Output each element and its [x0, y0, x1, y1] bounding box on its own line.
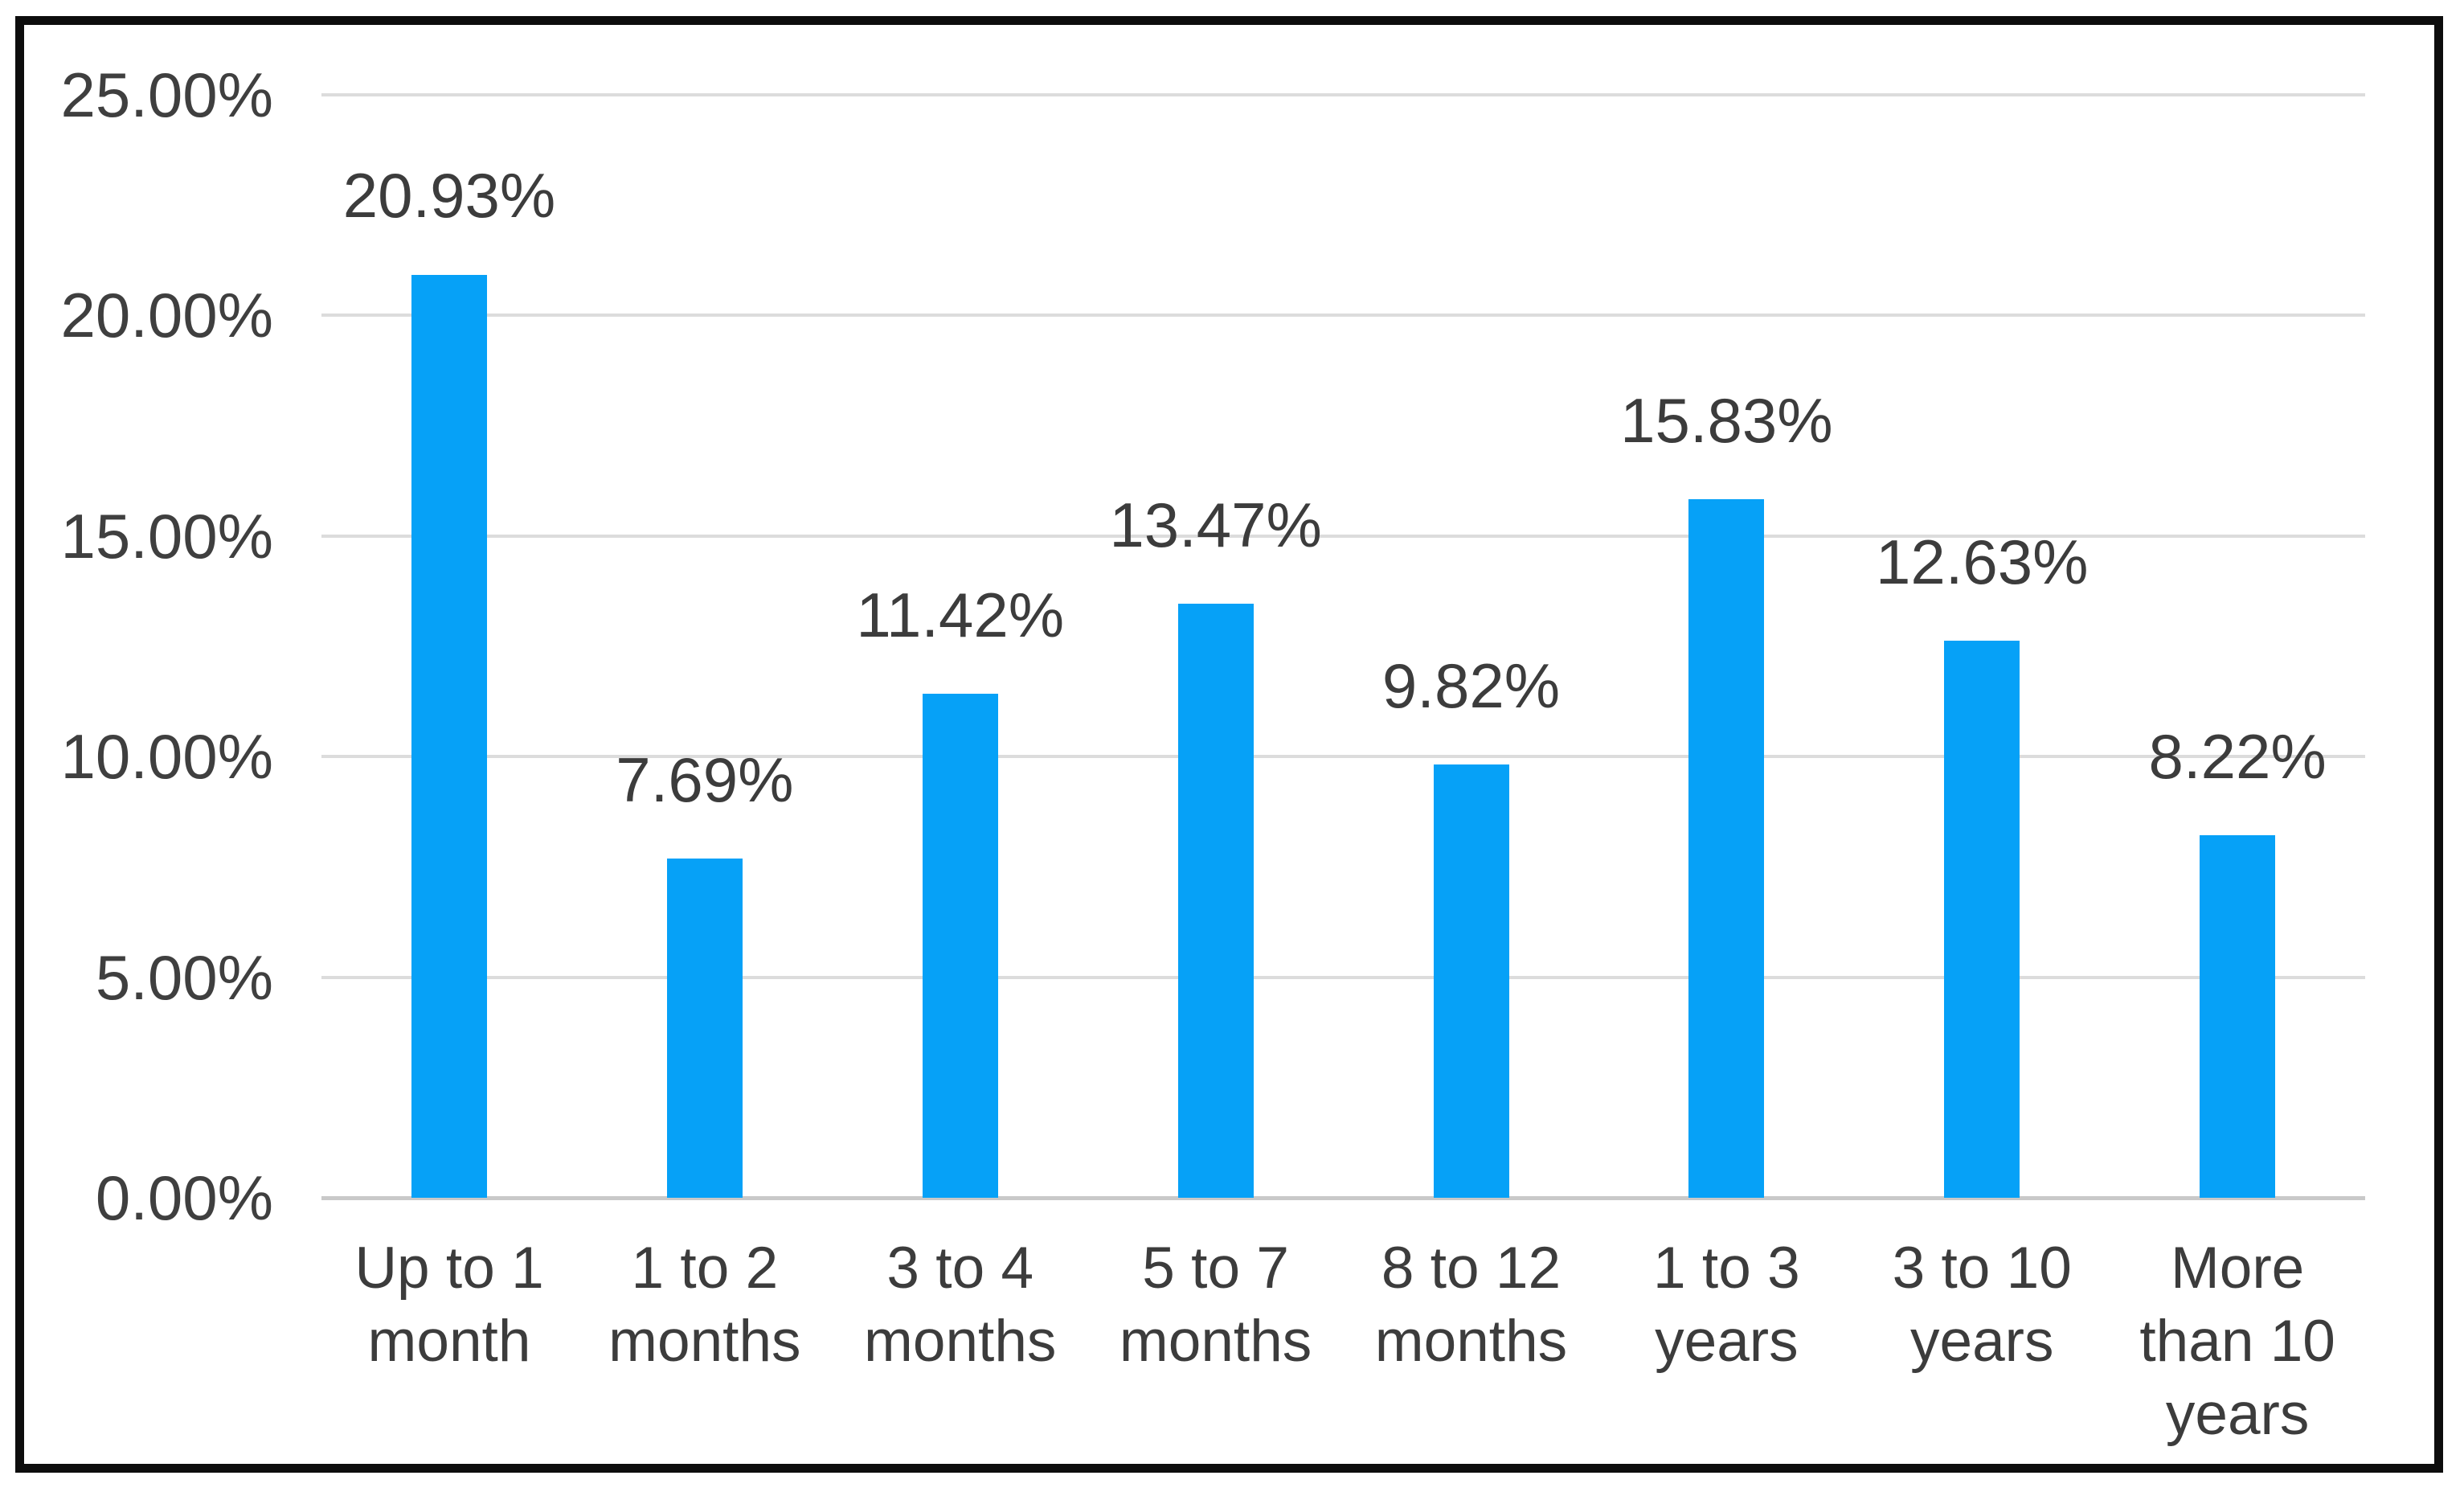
category-label: 1 to 2 months [608, 1236, 801, 1374]
bar-1-to-3-years [1688, 499, 1765, 1198]
bar-value-label: 15.83% [1620, 385, 1833, 457]
bar-group-more-than-10-years: 8.22% More than 10 years [2110, 25, 2365, 1464]
bar-group-8-to-12-months: 9.82% 8 to 12 months [1344, 25, 1599, 1464]
y-tick-label: 20.00% [60, 280, 273, 351]
bar-more-than-10-years [2200, 834, 2276, 1198]
bar-value-label: 20.93% [342, 160, 556, 232]
bar-group-up-to-1-month: 20.93% Up to 1 month [321, 25, 577, 1464]
gridline-25 [321, 93, 2365, 96]
category-label: Up to 1 month [354, 1236, 544, 1374]
bar-group-1-to-3-years: 15.83% 1 to 3 years [1598, 25, 1854, 1464]
bar-value-label: 8.22% [2148, 720, 2327, 792]
gridline-15 [321, 534, 2365, 538]
bar-5-to-7-months [1177, 603, 1254, 1198]
category-label: 1 to 3 years [1653, 1236, 1800, 1374]
chart-frame: 25.00% 20.00% 15.00% 10.00% 5.00% 0.00% … [15, 16, 2443, 1473]
gridline-10 [321, 755, 2365, 759]
category-label: 3 to 4 months [864, 1236, 1057, 1374]
bar-group-1-to-2-months: 7.69% 1 to 2 months [577, 25, 833, 1464]
y-tick-label: 0.00% [95, 1162, 273, 1233]
category-label: 8 to 12 months [1374, 1236, 1568, 1374]
bar-value-label: 13.47% [1109, 489, 1322, 560]
y-tick-label: 5.00% [95, 941, 273, 1013]
bar-up-to-1-month [411, 274, 487, 1198]
bar-group-5-to-7-months: 13.47% 5 to 7 months [1088, 25, 1344, 1464]
bar-3-to-4-months [922, 694, 998, 1198]
bar-value-label: 12.63% [1875, 526, 2089, 597]
y-tick-label: 25.00% [60, 59, 273, 130]
bar-1-to-2-months [666, 859, 743, 1198]
bar-8-to-12-months [1433, 764, 1509, 1198]
y-tick-label: 15.00% [60, 500, 273, 572]
category-label: More than 10 years [2139, 1236, 2335, 1447]
category-label: 5 to 7 months [1119, 1236, 1312, 1374]
gridline-5 [321, 975, 2365, 979]
gridline-20 [321, 314, 2365, 318]
bar-group-3-to-4-months: 11.42% 3 to 4 months [833, 25, 1088, 1464]
bar-group-3-to-10-years: 12.63% 3 to 10 years [1854, 25, 2110, 1464]
y-tick-label: 10.00% [60, 721, 273, 793]
x-axis-baseline [321, 1195, 2365, 1200]
bar-value-label: 9.82% [1381, 650, 1561, 722]
bar-value-label: 11.42% [856, 580, 1065, 651]
category-label: 3 to 10 years [1892, 1236, 2072, 1374]
bar-3-to-10-years [1944, 640, 2020, 1198]
bar-value-label: 7.69% [616, 744, 794, 816]
